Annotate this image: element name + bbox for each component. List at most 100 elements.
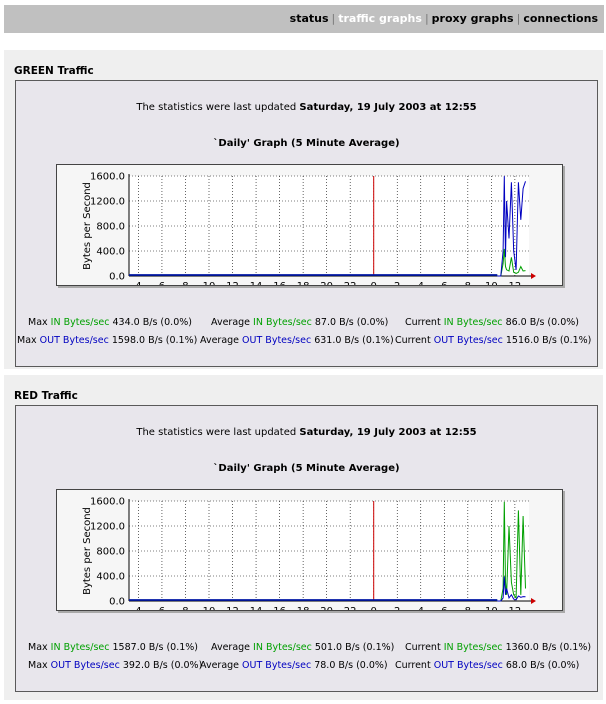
stat-series-label: OUT Bytes/sec — [433, 660, 503, 671]
x-tick-label: 8 — [182, 606, 188, 610]
nav-link-traffic-graphs[interactable]: traffic graphs — [338, 12, 422, 25]
stat-cur-in: Current IN Bytes/sec 86.0 B/s (0.0%) — [405, 317, 579, 328]
y-tick-label: 1200.0 — [90, 197, 125, 208]
x-tick-label: 6 — [159, 606, 165, 610]
traffic-graph-svg: 1600.01200.0800.0400.00.0468101214161820… — [82, 172, 536, 285]
nav-links: status | traffic graphs | proxy graphs | conne… — [290, 12, 598, 25]
series-line — [497, 501, 526, 602]
stat-cur-out: Current OUT Bytes/sec 68.0 B/s (0.0%) — [395, 660, 579, 671]
x-axis-arrow — [531, 598, 536, 604]
nav-link-proxy-graphs[interactable]: proxy graphs — [431, 12, 514, 25]
x-tick-label: 6 — [159, 281, 165, 285]
y-tick-label: 1200.0 — [90, 522, 125, 533]
stat-value: 87.0 B/s (0.0%) — [314, 317, 389, 328]
stat-label: Max — [28, 317, 48, 328]
stat-series-label: IN Bytes/sec — [50, 642, 110, 653]
x-tick-label: 10 — [485, 281, 498, 285]
stat-max-in: Max IN Bytes/sec 1587.0 B/s (0.1%) — [28, 642, 198, 653]
y-tick-label: 0.0 — [109, 597, 125, 608]
stat-avg-out: Average OUT Bytes/sec 78.0 B/s (0.0%) — [200, 660, 388, 671]
y-tick-label: 0.0 — [109, 272, 125, 283]
stat-value: 1516.0 B/s (0.1%) — [505, 335, 592, 346]
y-tick-label: 400.0 — [96, 572, 125, 583]
stat-value: 631.0 B/s (0.1%) — [314, 335, 394, 346]
stat-label: Average — [211, 317, 251, 328]
nav-separator: | — [331, 12, 336, 25]
stat-label: Current — [395, 335, 431, 346]
series-line — [497, 248, 526, 277]
x-tick-label: 10 — [203, 281, 216, 285]
stat-label: Max — [28, 660, 48, 671]
stat-series-label: OUT Bytes/sec — [433, 335, 503, 346]
x-tick-label: 8 — [465, 281, 471, 285]
graph-title: `Daily' Graph (5 Minute Average) — [213, 463, 400, 474]
series-line — [497, 576, 526, 602]
last-updated-text: The statistics were last updated Saturda… — [16, 427, 597, 438]
stat-series-label: IN Bytes/sec — [443, 642, 503, 653]
traffic-graph: 1600.01200.0800.0400.00.0468101214161820… — [56, 489, 563, 611]
stat-value: 1598.0 B/s (0.1%) — [111, 335, 198, 346]
updated-date: Saturday, 19 July 2003 at 12:55 — [299, 427, 477, 438]
x-tick-label: 2 — [394, 606, 400, 610]
green-traffic-section: GREEN Traffic The statistics were last u… — [4, 50, 603, 369]
x-tick-label: 16 — [273, 606, 286, 610]
x-tick-label: 0 — [371, 606, 377, 610]
nav-link-status[interactable]: status — [289, 12, 329, 25]
x-tick-label: 20 — [320, 281, 333, 285]
x-tick-label: 22 — [344, 606, 357, 610]
stat-label: Max — [17, 335, 37, 346]
stat-avg-out: Average OUT Bytes/sec 631.0 B/s (0.1%) — [200, 335, 394, 346]
stat-value: 501.0 B/s (0.1%) — [314, 642, 395, 653]
x-tick-label: 12 — [226, 606, 239, 610]
stat-max-in: Max IN Bytes/sec 434.0 B/s (0.0%) — [28, 317, 192, 328]
stat-series-label: OUT Bytes/sec — [242, 335, 312, 346]
top-nav-bar: status | traffic graphs | proxy graphs | conne… — [4, 5, 604, 33]
traffic-graph-svg: 1600.01200.0800.0400.00.0468101214161820… — [82, 497, 536, 610]
series-line — [497, 176, 526, 277]
x-tick-label: 6 — [441, 606, 447, 610]
stat-cur-in: Current IN Bytes/sec 1360.0 B/s (0.1%) — [405, 642, 591, 653]
updated-prefix: The statistics were last updated — [136, 427, 297, 438]
traffic-panel: The statistics were last updated Saturda… — [15, 405, 598, 692]
traffic-graph: 1600.01200.0800.0400.00.0468101214161820… — [56, 164, 563, 286]
x-tick-label: 14 — [250, 281, 263, 285]
x-tick-label: 18 — [297, 281, 310, 285]
stat-max-out: Max OUT Bytes/sec 1598.0 B/s (0.1%) — [17, 335, 197, 346]
x-tick-label: 8 — [182, 281, 188, 285]
x-tick-label: 10 — [203, 606, 216, 610]
x-tick-label: 16 — [273, 281, 286, 285]
x-tick-label: 14 — [250, 606, 263, 610]
y-tick-label: 800.0 — [96, 222, 125, 233]
stat-value: 392.0 B/s (0.0%) — [122, 660, 203, 671]
nav-link-connections[interactable]: connections — [523, 12, 598, 25]
x-tick-label: 12 — [509, 281, 522, 285]
last-updated-text: The statistics were last updated Saturda… — [16, 102, 597, 113]
x-tick-label: 12 — [226, 281, 239, 285]
stat-label: Current — [405, 642, 441, 653]
stat-label: Average — [200, 660, 240, 671]
x-tick-label: 0 — [371, 281, 377, 285]
stat-avg-in: Average IN Bytes/sec 87.0 B/s (0.0%) — [211, 317, 388, 328]
nav-separator: | — [516, 12, 521, 25]
stat-value: 68.0 B/s (0.0%) — [505, 660, 580, 671]
stat-series-label: IN Bytes/sec — [253, 642, 312, 653]
nav-separator: | — [424, 12, 429, 25]
stat-value: 1587.0 B/s (0.1%) — [112, 642, 199, 653]
y-axis-label: Bytes per Second — [82, 507, 93, 595]
stat-avg-in: Average IN Bytes/sec 501.0 B/s (0.1%) — [211, 642, 394, 653]
x-axis-arrow — [531, 273, 536, 279]
stat-max-out: Max OUT Bytes/sec 392.0 B/s (0.0%) — [28, 660, 202, 671]
stat-label: Current — [405, 317, 441, 328]
stat-value: 86.0 B/s (0.0%) — [505, 317, 579, 328]
stat-label: Average — [200, 335, 240, 346]
stat-label: Average — [211, 642, 251, 653]
y-tick-label: 1600.0 — [90, 172, 125, 183]
graph-title: `Daily' Graph (5 Minute Average) — [213, 138, 400, 149]
x-tick-label: 4 — [135, 606, 141, 610]
x-tick-label: 18 — [297, 606, 310, 610]
red-traffic-section: RED Traffic The statistics were last upd… — [4, 375, 603, 700]
stat-series-label: IN Bytes/sec — [253, 317, 312, 328]
x-tick-label: 22 — [344, 281, 357, 285]
x-tick-label: 6 — [441, 281, 447, 285]
updated-prefix: The statistics were last updated — [136, 102, 297, 113]
